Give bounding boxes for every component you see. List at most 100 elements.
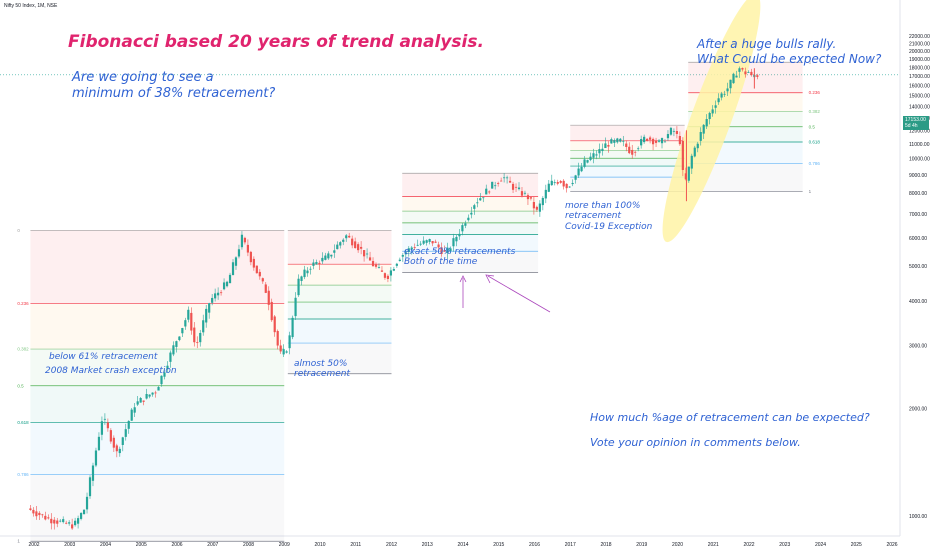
candle-body <box>580 166 583 172</box>
candle-body <box>467 217 470 221</box>
fib-band <box>287 343 392 374</box>
candle-body <box>255 265 258 274</box>
candle-body <box>163 372 166 377</box>
candle-body <box>82 509 86 515</box>
candle-body <box>181 328 184 334</box>
x-tick-label: 2013 <box>422 542 433 548</box>
fib-level-label: 0.618 <box>809 140 821 145</box>
question-line-2: minimum of 38% retracement? <box>72 86 276 101</box>
fib-band <box>30 230 285 304</box>
candle-body <box>214 293 217 299</box>
x-tick-label: 2022 <box>743 542 754 548</box>
y-tick-label: 19000.00 <box>909 57 930 63</box>
x-tick-label: 2008 <box>243 542 254 548</box>
candle-body <box>470 212 473 215</box>
candle-body <box>389 270 393 276</box>
candle-body <box>127 420 130 429</box>
x-tick-label: 2024 <box>815 542 826 548</box>
candle-body <box>395 263 398 266</box>
candle-body <box>187 309 190 320</box>
candle-body <box>208 303 211 313</box>
candle-body <box>595 154 598 156</box>
candle-body <box>491 181 494 189</box>
candle-body <box>419 243 422 245</box>
candle-body <box>383 273 387 278</box>
y-tick-label: 20000.00 <box>909 49 930 55</box>
candle-body <box>225 281 229 287</box>
candle-body <box>324 255 327 260</box>
candle-body <box>261 278 264 282</box>
candle-body <box>592 153 595 158</box>
candle-body <box>431 241 434 244</box>
candle-body <box>717 98 720 103</box>
x-tick-label: 2019 <box>636 542 647 548</box>
candle-body <box>41 514 44 516</box>
candle-body <box>440 247 443 255</box>
fib-band <box>402 211 539 223</box>
candle-body <box>726 88 729 92</box>
candle-body <box>285 351 288 353</box>
last-price-countdown: 5d 4h <box>905 123 918 129</box>
x-tick-label: 2020 <box>672 542 683 548</box>
candle-body <box>336 244 339 250</box>
candle-body <box>571 182 574 185</box>
rally-line-1: After a huge bulls rally. <box>697 37 837 51</box>
candle-body <box>264 284 267 293</box>
y-tick-label: 10000.00 <box>909 157 930 163</box>
candle-body <box>622 140 625 142</box>
candle-body <box>562 180 565 187</box>
candle-body <box>219 292 223 294</box>
fib-band <box>287 302 392 319</box>
candle-body <box>541 197 544 206</box>
candle-body <box>365 253 369 255</box>
candle-body <box>407 248 410 252</box>
candle-body <box>634 151 637 153</box>
candle-body <box>476 202 479 204</box>
candle-body <box>556 182 559 184</box>
candle-body <box>38 512 41 516</box>
candle-body <box>702 124 705 134</box>
candle-body <box>604 143 607 149</box>
fib-band <box>30 422 285 475</box>
y-tick-label: 12000.00 <box>909 128 930 134</box>
candle-body <box>79 512 83 519</box>
candle-body <box>360 246 363 249</box>
candle-body <box>249 251 252 263</box>
fib-band <box>287 318 392 344</box>
candle-body <box>154 392 157 394</box>
candle-body <box>663 141 667 143</box>
y-tick-label: 1000.00 <box>909 514 927 520</box>
note-2008-crash: 2008 Market crash exception <box>45 366 177 376</box>
candle-body <box>613 140 616 143</box>
candle-body <box>625 143 628 147</box>
candle-body <box>577 168 580 176</box>
x-tick-label: 2015 <box>493 542 504 548</box>
candle-body <box>178 336 181 341</box>
candle-body <box>446 247 449 254</box>
candle-body <box>44 515 47 520</box>
candle-body <box>497 183 500 184</box>
candle-body <box>47 517 50 519</box>
candle-body <box>425 240 428 243</box>
candle-body <box>637 148 640 150</box>
candle-body <box>437 244 440 248</box>
fib-band <box>402 251 539 273</box>
candle-body <box>94 450 98 466</box>
candle-body <box>705 119 708 127</box>
candle-body <box>422 240 425 244</box>
candle-body <box>675 131 679 134</box>
candle-body <box>693 147 696 157</box>
candle-body <box>708 112 711 120</box>
candle-body <box>330 254 333 257</box>
candle-body <box>237 249 241 257</box>
fib-band <box>30 349 285 386</box>
candle-body <box>202 320 205 333</box>
candle-body <box>711 109 714 114</box>
candle-body <box>315 262 318 265</box>
candle-body <box>303 269 306 278</box>
candle-body <box>35 511 38 517</box>
fib-band <box>402 173 539 197</box>
rally-highlight <box>662 0 761 243</box>
last-price-tag: 17153.00 5d 4h <box>903 116 929 130</box>
